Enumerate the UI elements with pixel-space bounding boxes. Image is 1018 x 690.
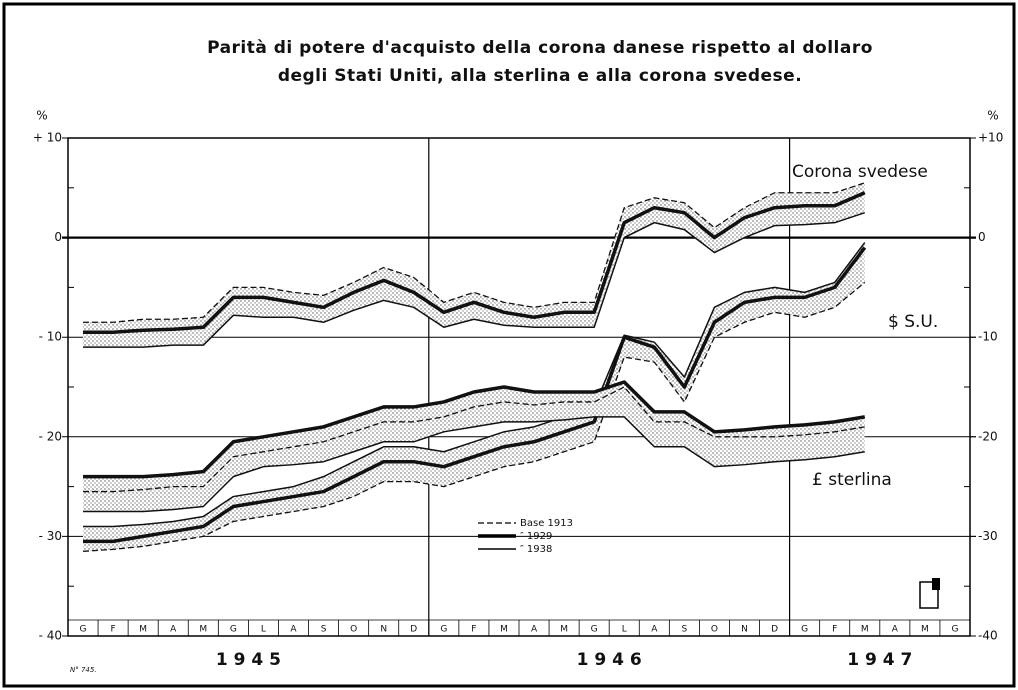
y2-tick-label: 0 — [978, 230, 986, 244]
x-tick-label: O — [711, 625, 718, 635]
x-tick-label: S — [682, 625, 688, 635]
series-line — [83, 242, 866, 528]
y-tick-label: - 40 — [39, 629, 62, 643]
x-tick-label: G — [440, 625, 447, 635]
x-tick-label: G — [801, 625, 808, 635]
chart-title: Parità di potere d'acquisto della corona… — [207, 38, 873, 58]
series-line — [83, 191, 866, 334]
legend-label: Base 1913 — [520, 518, 573, 529]
series-line — [83, 386, 865, 493]
x-tick-label: N — [741, 625, 748, 635]
note: N° 745. — [70, 666, 97, 674]
y2-unit: % — [987, 109, 998, 123]
year-label: 1 9 4 7 — [847, 650, 912, 670]
x-tick-label: M — [921, 625, 929, 635]
x-tick-label: A — [531, 625, 538, 635]
series-label: £ sterlina — [812, 470, 892, 490]
chart-title: degli Stati Uniti, alla sterlina e alla … — [278, 66, 802, 86]
x-tick-label: G — [591, 625, 598, 635]
x-tick-label: M — [500, 625, 508, 635]
y-tick-label: + 10 — [33, 131, 62, 145]
y-tick-label: - 20 — [39, 429, 62, 443]
x-tick-label: A — [651, 625, 658, 635]
x-tick-label: N — [380, 625, 387, 635]
x-tick-label: S — [321, 625, 327, 635]
series-line — [83, 182, 865, 323]
year-label: 1 9 4 6 — [577, 650, 642, 670]
band — [83, 182, 865, 348]
x-tick-label: L — [622, 625, 627, 635]
x-tick-label: M — [199, 625, 207, 635]
x-tick-label: D — [410, 625, 417, 635]
series-line — [83, 211, 866, 348]
legend-label: ″ 1938 — [520, 544, 552, 555]
x-tick-label: O — [350, 625, 357, 635]
series-line — [83, 416, 865, 513]
legend-label: ″ 1929 — [520, 531, 552, 542]
x-tick-label: G — [80, 625, 87, 635]
x-tick-label: F — [471, 625, 476, 635]
x-tick-label: A — [290, 625, 297, 635]
x-tick-label: M — [139, 625, 147, 635]
series-line — [82, 281, 866, 552]
x-tick-label: G — [230, 625, 237, 635]
series-label: $ S.U. — [888, 312, 938, 332]
x-tick-label: D — [771, 625, 778, 635]
x-tick-label: G — [951, 625, 958, 635]
y2-tick-label: +10 — [978, 131, 1003, 145]
y2-tick-label: -20 — [978, 429, 998, 443]
x-tick-label: A — [170, 625, 177, 635]
band — [83, 382, 865, 512]
logo — [919, 578, 940, 609]
y-tick-label: - 30 — [39, 529, 62, 543]
x-tick-label: M — [560, 625, 568, 635]
y-tick-label: 0 — [54, 230, 62, 244]
y-tick-label: - 10 — [39, 330, 62, 344]
series-line — [83, 246, 867, 544]
y2-tick-label: -40 — [978, 629, 998, 643]
x-tick-label: L — [261, 625, 266, 635]
x-tick-label: A — [892, 625, 899, 635]
series-label: Corona svedese — [792, 162, 928, 182]
y2-tick-label: -30 — [978, 529, 998, 543]
year-label: 1 9 4 5 — [216, 650, 281, 670]
x-tick-label: F — [832, 625, 837, 635]
x-tick-label: F — [111, 625, 116, 635]
y2-tick-label: -10 — [978, 330, 998, 344]
x-tick-label: M — [861, 625, 869, 635]
y-unit: % — [36, 109, 47, 123]
series-line — [83, 380, 866, 479]
